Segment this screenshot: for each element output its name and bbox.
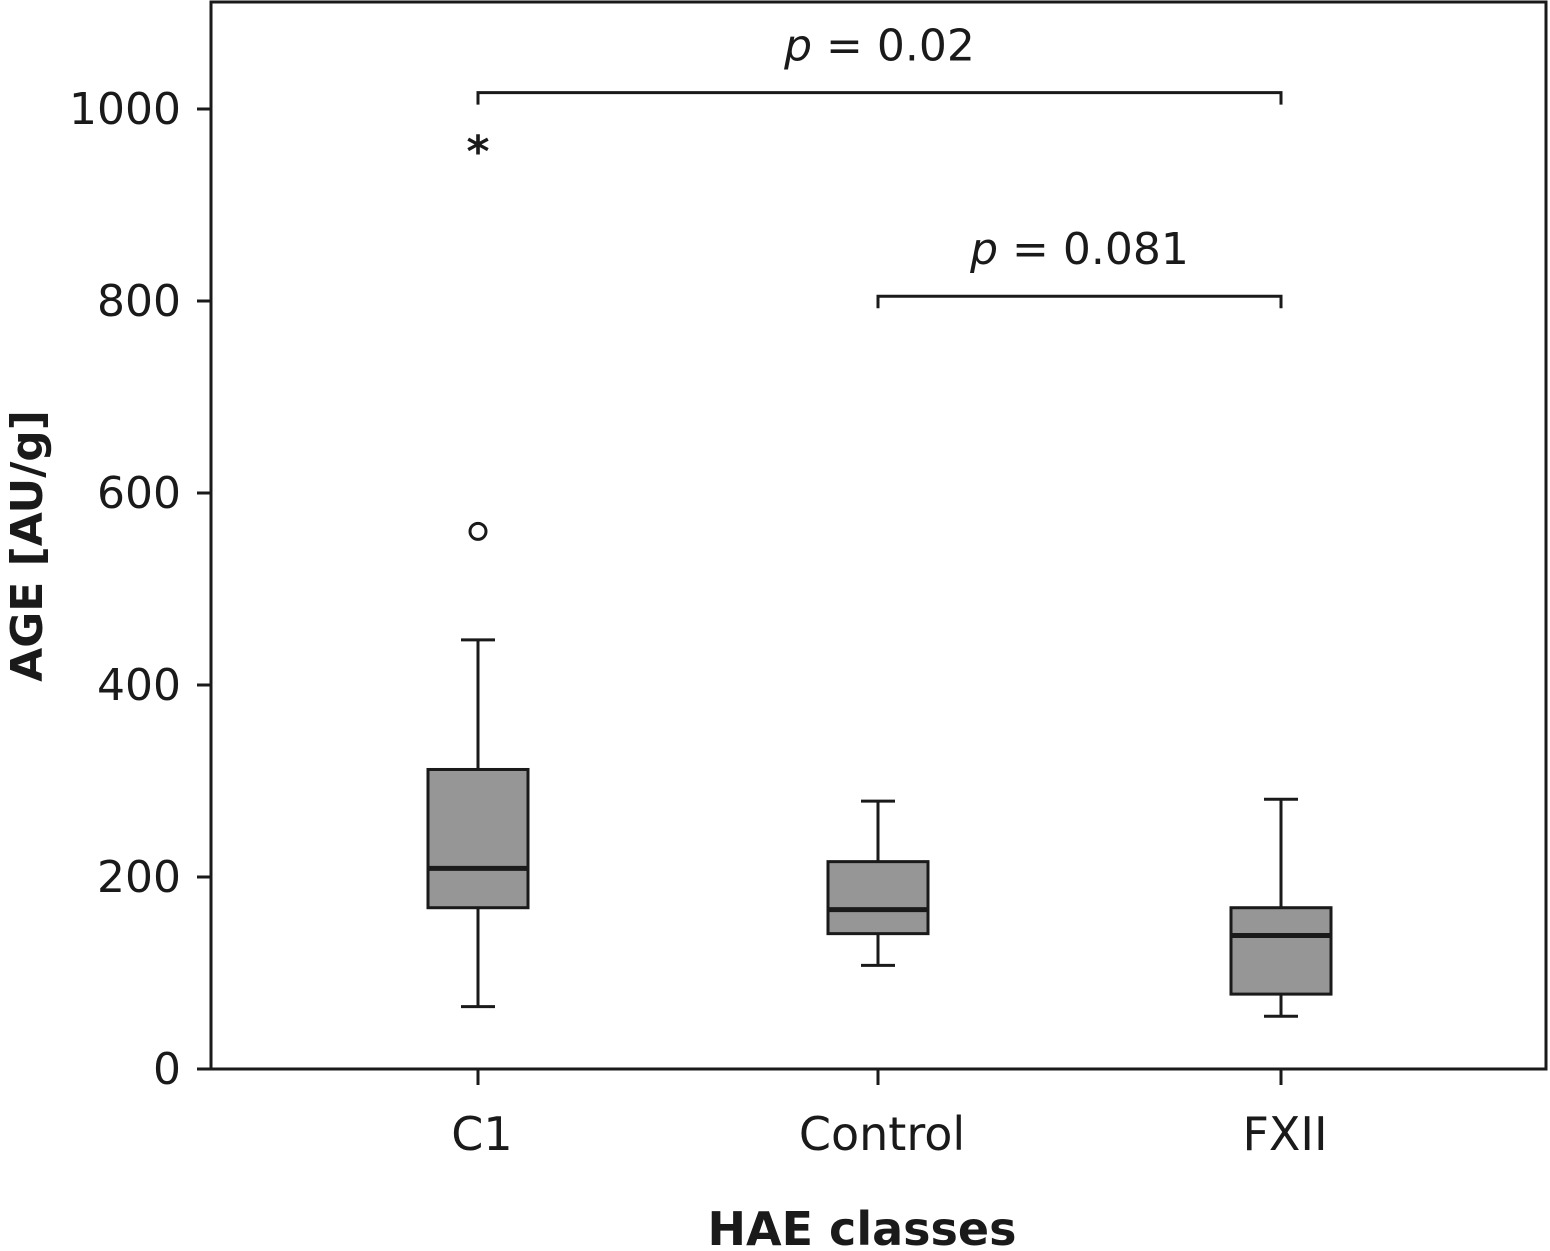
p-value-label: p = 0.081 bbox=[969, 224, 1189, 275]
box-control bbox=[826, 799, 930, 967]
x-tick-label: Control bbox=[799, 1107, 965, 1161]
iqr-box bbox=[826, 860, 930, 936]
p-value: = 0.02 bbox=[812, 21, 975, 72]
outlier-marker bbox=[468, 521, 488, 541]
y-tick-label: 400 bbox=[97, 660, 181, 711]
significance-bracket: p = 0.081 bbox=[876, 224, 1283, 309]
box-fxii bbox=[1229, 797, 1333, 1018]
y-tick-label: 600 bbox=[97, 468, 181, 519]
significance-annotations: p = 0.02p = 0.081 bbox=[476, 21, 1283, 309]
y-axis-title: AGE [AU/g] bbox=[2, 410, 53, 682]
p-symbol: p bbox=[969, 224, 998, 275]
p-value: = 0.081 bbox=[998, 224, 1189, 275]
p-value-label: p = 0.02 bbox=[783, 21, 975, 72]
iqr-box bbox=[426, 767, 530, 910]
y-tick-label: 800 bbox=[97, 276, 181, 327]
y-tick-label: 0 bbox=[153, 1044, 181, 1095]
significance-bracket: p = 0.02 bbox=[476, 21, 1283, 105]
extreme-outlier-marker: * bbox=[466, 127, 489, 178]
bracket-line bbox=[876, 294, 1283, 309]
boxes: * bbox=[426, 127, 1333, 1018]
y-tick-label: 1000 bbox=[69, 84, 181, 135]
x-axis: C1 Control FXII bbox=[451, 1069, 1328, 1161]
p-symbol: p bbox=[783, 21, 812, 72]
bracket-line bbox=[476, 91, 1283, 105]
x-tick-label: C1 bbox=[451, 1107, 512, 1161]
box-c1: * bbox=[426, 127, 530, 1009]
y-tick-label: 200 bbox=[97, 852, 181, 903]
y-axis: 0 200 400 600 800 1000 bbox=[69, 84, 211, 1095]
x-tick-label: FXII bbox=[1242, 1107, 1327, 1161]
iqr-box bbox=[1229, 906, 1333, 996]
x-axis-title: HAE classes bbox=[708, 1202, 1017, 1251]
